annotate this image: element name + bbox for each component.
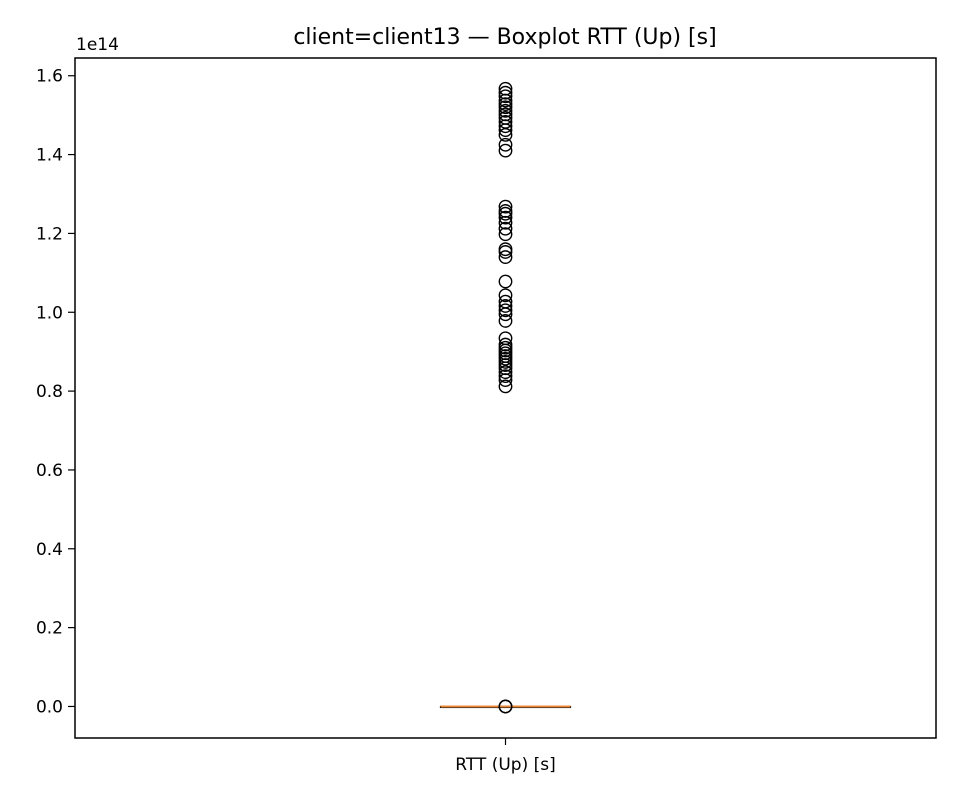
- outlier-point: [498, 299, 513, 313]
- outlier-point: [498, 221, 513, 236]
- outlier-point: [498, 337, 513, 352]
- outlier-point: [498, 303, 513, 318]
- outlier-point: [498, 227, 513, 242]
- outlier-point: [498, 143, 513, 158]
- outlier-point: [498, 331, 513, 346]
- x-tick-label: RTT (Up) [s]: [455, 755, 555, 775]
- outlier-point: [498, 114, 513, 129]
- outlier-point: [498, 199, 513, 214]
- outlier-point: [498, 81, 513, 96]
- outlier-point: [498, 314, 513, 328]
- outlier-point: [498, 137, 513, 152]
- y-tick-label: 0.2: [36, 619, 63, 639]
- y-axis: 0.0 0.2 0.4 0.6 0.8 1.0 1.2 1.4 1.6: [36, 67, 75, 717]
- outlier-point: [498, 89, 513, 104]
- y-tick-label: 1.4: [36, 146, 63, 166]
- outlier-point: [498, 369, 513, 384]
- outlier-point: [498, 379, 513, 394]
- y-tick-label: 1.6: [36, 67, 63, 87]
- y-tick-label: 0.4: [36, 540, 63, 560]
- outlier-point: [498, 103, 513, 118]
- outlier-point: [498, 355, 513, 369]
- outlier-point: [498, 107, 513, 122]
- outlier-point: [498, 340, 513, 355]
- y-tick-label: 0.0: [36, 697, 63, 717]
- x-axis: RTT (Up) [s]: [455, 738, 556, 775]
- outlier-point: [498, 210, 513, 225]
- y-axis-multiplier: 1e14: [76, 35, 119, 55]
- y-tick-label: 0.6: [36, 461, 63, 481]
- outlier-point: [498, 274, 513, 289]
- plot-frame: [74, 57, 937, 739]
- y-tick-label: 1.2: [36, 224, 63, 244]
- outlier-point: [498, 365, 513, 380]
- outlier-point: [498, 85, 513, 100]
- outlier-point: [498, 288, 513, 303]
- y-tick-label: 1.0: [36, 303, 63, 323]
- y-tick-label: 0.8: [36, 382, 63, 402]
- outlier-point: [498, 699, 513, 714]
- outlier-point: [498, 242, 513, 257]
- outlier-point: [498, 100, 513, 115]
- chart-title: client=client13 — Boxplot RTT (Up) [s]: [293, 25, 716, 50]
- outlier-point: [498, 204, 513, 218]
- outlier-point: [498, 97, 513, 112]
- outlier-point: [498, 294, 513, 309]
- outlier-point: [498, 250, 513, 264]
- plot-area: [439, 81, 572, 714]
- outlier-point: [498, 111, 513, 125]
